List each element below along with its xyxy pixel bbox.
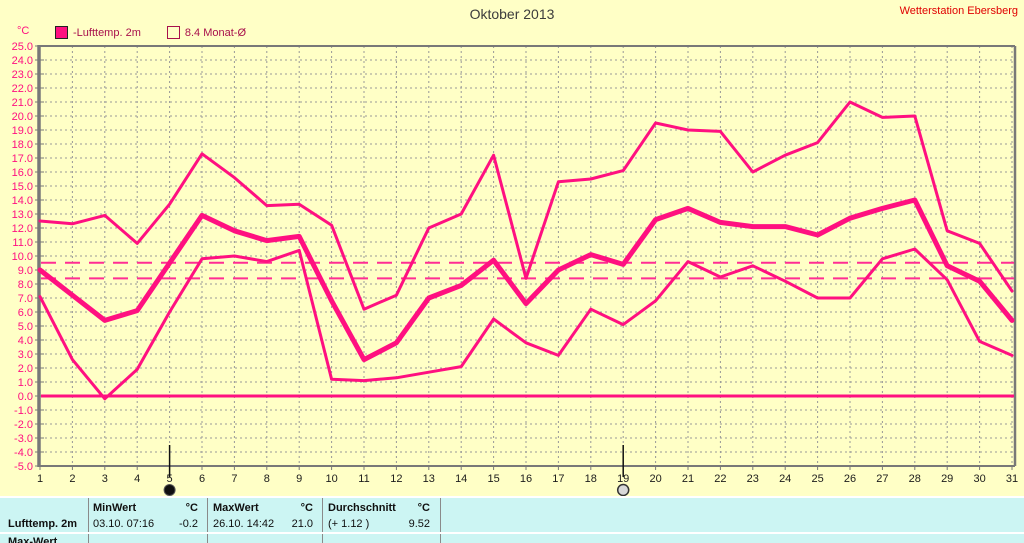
lufttemp-series-label: -Lufttemp. 2m — [73, 26, 141, 39]
lufttemp-series-swatch — [55, 26, 68, 39]
y-axis-unit-label: °C — [17, 25, 30, 37]
full-moon-icon — [616, 483, 630, 497]
x-axis-day-label: 4 — [134, 473, 140, 485]
x-axis-day-label: 16 — [520, 473, 532, 485]
y-axis-label: 10.0 — [12, 251, 33, 263]
minwert-header: MinWert — [93, 502, 137, 514]
x-axis-day-label: 17 — [552, 473, 564, 485]
x-axis-day-label: 21 — [682, 473, 694, 485]
min-temp-curve — [38, 247, 1014, 401]
x-axis-day-label: 9 — [296, 473, 302, 485]
y-axis-label: 15.0 — [12, 181, 33, 193]
x-axis-day-label: 19 — [617, 473, 629, 485]
table-separator — [207, 498, 208, 543]
y-axis-label: 8.0 — [18, 279, 33, 291]
maxwert-datetime: 26.10. 14:42 — [213, 518, 275, 530]
y-axis-label: 0.0 — [18, 391, 33, 403]
x-axis-day-label: 14 — [455, 473, 467, 485]
table-separator — [88, 498, 89, 543]
x-axis-day-label: 1 — [37, 473, 43, 485]
y-axis-label: 23.0 — [12, 69, 33, 81]
x-axis-day-label: 23 — [747, 473, 759, 485]
monthly-average-swatch — [166, 26, 180, 39]
y-axis-label: 24.0 — [12, 55, 33, 67]
durchschnitt-value: 9.52 — [408, 518, 430, 530]
y-axis-label: -4.0 — [14, 447, 33, 459]
x-axis-day-label: 20 — [649, 473, 661, 485]
x-axis-day-label: 7 — [231, 473, 237, 485]
minwert-unit: °C — [185, 502, 198, 514]
legend: -Lufttemp. 2m 8.4 Monat-Ø — [55, 26, 246, 39]
mean-temp-curve — [37, 197, 1015, 363]
x-axis-day-label: 27 — [876, 473, 888, 485]
y-axis-label: -1.0 — [14, 405, 33, 417]
y-axis-label: 20.0 — [12, 111, 33, 123]
y-axis-label: -5.0 — [14, 461, 33, 473]
x-axis-day-label: 26 — [844, 473, 856, 485]
y-axis-label: 4.0 — [18, 335, 33, 347]
durchschnitt-anomaly: (+ 1.12 ) — [328, 518, 370, 530]
y-axis-label: 12.0 — [12, 223, 33, 235]
x-axis-day-label: 22 — [714, 473, 726, 485]
page-title: Oktober 2013 — [469, 6, 555, 22]
y-axis-label: 18.0 — [12, 139, 33, 151]
y-axis-label: 25.0 — [12, 41, 33, 53]
x-axis-day-label: 3 — [102, 473, 108, 485]
table-separator — [440, 498, 441, 543]
clipped-next-row-label: Max-Wert — [8, 536, 58, 543]
x-axis-day-label: 31 — [1006, 473, 1018, 485]
y-axis-label: 2.0 — [18, 363, 33, 375]
minwert-value: -0.2 — [179, 518, 198, 530]
table-top-divider — [0, 496, 1024, 498]
x-axis-day-label: 13 — [423, 473, 435, 485]
x-axis-day-label: 29 — [941, 473, 953, 485]
y-axis-label: 19.0 — [12, 125, 33, 137]
y-axis-label: 5.0 — [18, 321, 33, 333]
new-moon-icon — [163, 484, 176, 496]
durchschnitt-unit: °C — [417, 502, 430, 514]
table-row-divider — [0, 532, 1024, 534]
y-axis-label: 21.0 — [12, 97, 33, 109]
station-name: Wetterstation Ebersberg — [899, 5, 1018, 17]
x-axis-day-label: 2 — [69, 473, 75, 485]
y-axis-label: 7.0 — [18, 293, 33, 305]
y-axis-label: 6.0 — [18, 307, 33, 319]
x-axis-day-label: 11 — [358, 473, 369, 485]
y-axis-label: 1.0 — [18, 377, 33, 389]
x-axis-day-label: 12 — [390, 473, 402, 485]
x-axis-day-label: 25 — [811, 473, 823, 485]
y-axis-label: 14.0 — [12, 195, 33, 207]
x-axis-day-label: 18 — [585, 473, 597, 485]
y-axis-label: 22.0 — [12, 83, 33, 95]
minwert-datetime: 03.10. 07:16 — [93, 518, 155, 530]
x-axis-day-label: 28 — [909, 473, 921, 485]
y-axis-label: 11.0 — [12, 237, 33, 249]
x-axis-day-label: 15 — [487, 473, 499, 485]
max-temp-curve — [38, 100, 1014, 311]
y-axis-label: 13.0 — [12, 209, 33, 221]
x-axis-day-label: 30 — [973, 473, 985, 485]
y-axis-label: 17.0 — [12, 153, 33, 165]
row-label-lufttemp: Lufttemp. 2m — [8, 518, 78, 530]
x-axis-day-label: 8 — [264, 473, 270, 485]
x-axis-day-label: 24 — [779, 473, 791, 485]
table-separator — [322, 498, 323, 543]
y-axis-label: 9.0 — [18, 265, 33, 277]
monthly-average-label: 8.4 Monat-Ø — [184, 26, 246, 39]
y-axis-label: -3.0 — [14, 433, 33, 445]
y-axis-label: 3.0 — [18, 349, 33, 361]
maxwert-unit: °C — [300, 502, 313, 514]
y-axis-label: -2.0 — [14, 419, 33, 431]
x-axis-day-label: 6 — [199, 473, 205, 485]
maxwert-header: MaxWert — [213, 502, 259, 514]
summary-table: MinWert °C MaxWert °C Durchschnitt °C Lu… — [0, 498, 1024, 543]
durchschnitt-header: Durchschnitt — [328, 502, 396, 514]
x-axis-day-label: 5 — [167, 473, 173, 485]
maxwert-value: 21.0 — [291, 518, 313, 530]
y-axis-label: 16.0 — [12, 167, 33, 179]
x-axis-day-label: 10 — [325, 473, 337, 485]
temperature-chart: -5.0 -4.0 -3.0 -2.0 -1.0 0.0 1.0 2.0 3.0 4.0 5.0 6.… — [12, 41, 1018, 497]
